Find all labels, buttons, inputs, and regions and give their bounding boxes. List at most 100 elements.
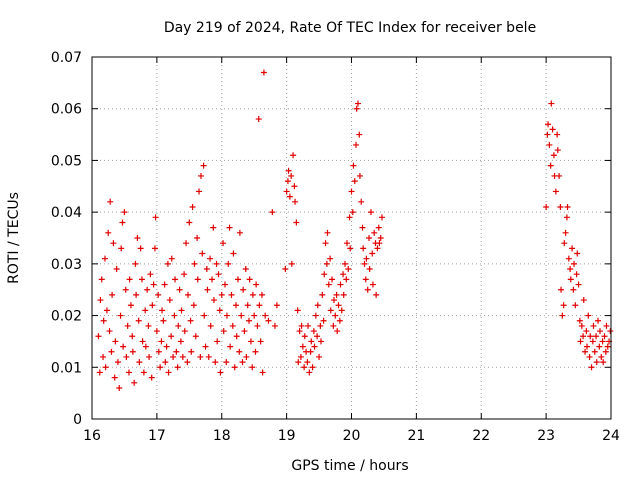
y-tick-label: 0.02 — [51, 309, 82, 325]
data-point — [204, 286, 211, 293]
data-point — [545, 121, 552, 128]
data-point — [301, 333, 308, 340]
data-point — [234, 276, 241, 283]
data-point — [257, 338, 264, 345]
data-point — [187, 317, 194, 324]
data-point — [364, 286, 371, 293]
data-point — [223, 359, 230, 366]
data-point — [362, 276, 369, 283]
data-point — [201, 312, 208, 319]
data-point — [577, 338, 584, 345]
data-point — [335, 302, 342, 309]
data-point — [254, 322, 261, 329]
data-point — [356, 172, 363, 179]
y-tick-label: 0.05 — [51, 153, 82, 169]
data-point — [347, 245, 354, 252]
data-point — [593, 359, 600, 366]
data-point — [220, 328, 227, 335]
data-point — [580, 297, 587, 304]
data-point — [346, 214, 353, 221]
grid — [92, 57, 611, 419]
data-point — [558, 286, 565, 293]
data-point — [593, 333, 600, 340]
data-point — [116, 384, 123, 391]
data-point — [316, 353, 323, 360]
data-point — [342, 260, 349, 267]
data-point — [221, 281, 228, 288]
data-point — [231, 364, 238, 371]
y-tick-label: 0.03 — [51, 257, 82, 273]
data-point — [366, 235, 373, 241]
data-point — [212, 359, 219, 366]
data-point — [366, 266, 373, 273]
data-point — [107, 198, 114, 205]
data-point — [265, 317, 272, 324]
x-tick-label: 19 — [278, 428, 296, 444]
data-point — [223, 312, 230, 319]
data-point — [175, 322, 182, 329]
data-point — [111, 374, 118, 381]
data-point — [146, 353, 153, 360]
data-point — [554, 131, 561, 138]
data-point — [184, 359, 191, 366]
data-point — [98, 276, 105, 283]
data-point — [323, 260, 330, 267]
data-point — [259, 369, 266, 376]
data-point — [596, 343, 603, 350]
data-point — [122, 286, 129, 293]
data-point — [564, 203, 571, 210]
data-point — [565, 255, 572, 262]
data-point — [582, 348, 589, 355]
data-point — [172, 276, 179, 283]
data-point — [345, 266, 352, 273]
data-point — [199, 250, 206, 257]
data-point — [210, 297, 217, 304]
data-point — [245, 317, 252, 324]
data-point — [218, 291, 225, 298]
data-point — [205, 353, 212, 360]
data-point — [200, 162, 207, 169]
data-point — [112, 338, 119, 345]
data-point — [100, 353, 107, 360]
data-point — [596, 328, 603, 335]
data-point — [127, 302, 134, 309]
data-point — [319, 291, 326, 298]
data-point — [343, 276, 350, 283]
data-point — [351, 178, 358, 185]
data-point — [160, 317, 167, 324]
data-point — [599, 338, 606, 345]
data-point — [336, 317, 343, 324]
data-point — [228, 291, 235, 298]
data-point — [338, 307, 345, 314]
data-point — [296, 328, 303, 335]
data-point — [149, 302, 156, 309]
data-point — [353, 141, 360, 148]
data-point — [191, 260, 198, 267]
data-point — [196, 188, 203, 195]
data-point — [209, 276, 216, 283]
data-point — [306, 369, 313, 376]
data-point — [332, 312, 339, 319]
data-point — [590, 322, 597, 329]
data-point — [185, 291, 192, 298]
data-point — [174, 364, 181, 371]
data-point — [340, 291, 347, 298]
data-point — [350, 162, 357, 169]
data-point — [113, 266, 120, 273]
data-point — [244, 302, 251, 309]
data-point — [369, 250, 376, 257]
data-point — [106, 328, 113, 335]
data-point — [181, 328, 188, 335]
data-point — [601, 333, 608, 340]
data-point — [580, 333, 587, 340]
data-point — [159, 307, 166, 314]
x-tick-label: 17 — [148, 428, 166, 444]
data-point — [273, 302, 280, 309]
data-point — [353, 105, 360, 112]
data-point — [325, 281, 332, 288]
data-point — [552, 188, 559, 195]
data-point — [314, 302, 321, 309]
data-point — [308, 338, 315, 345]
data-point — [164, 260, 171, 267]
data-point — [324, 229, 331, 236]
